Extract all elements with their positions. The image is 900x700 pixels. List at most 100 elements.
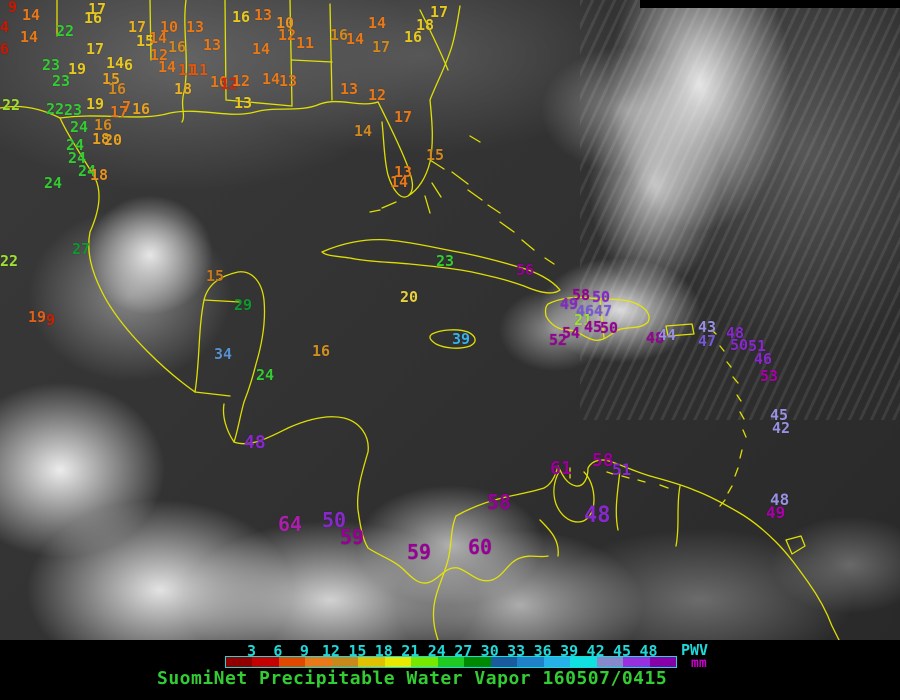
station-pwv-value: 42 xyxy=(772,419,791,437)
station-pwv-value: 24 xyxy=(256,366,275,384)
station-pwv-value: 14 xyxy=(390,173,409,191)
bahamas xyxy=(424,135,555,265)
colorbar-tick-label: 27 xyxy=(454,642,473,660)
pwv-label: PWV xyxy=(681,641,709,659)
station-pwv-value: 24 xyxy=(78,162,97,180)
station-pwv-value: 54 xyxy=(562,324,581,342)
coast-puerto-rico xyxy=(665,323,695,337)
colorbar-segment xyxy=(543,657,571,667)
colorbar-tick-label: 24 xyxy=(427,642,446,660)
station-pwv-value: 15 xyxy=(426,146,445,164)
coast-hispaniola xyxy=(544,296,650,341)
station-pwv-value: 17 xyxy=(88,0,107,18)
colorbar-segment xyxy=(305,657,332,667)
colorbar-segment xyxy=(226,657,253,667)
colorbar-segment xyxy=(490,657,518,667)
station-pwv-value: 24 xyxy=(66,136,85,154)
station-pwv-value: 9 xyxy=(46,311,56,329)
colorbar-tick-label: 42 xyxy=(586,642,605,660)
colorbar-tick-label: 33 xyxy=(507,642,526,660)
colorbar-segment xyxy=(252,657,279,667)
station-pwv-value: 56 xyxy=(516,261,535,279)
colorbar-segment xyxy=(596,657,624,667)
colorbar-tick-label: 45 xyxy=(613,642,632,660)
station-pwv-value: 39 xyxy=(452,330,471,348)
station-pwv-value: 6 xyxy=(0,40,10,58)
border-venezuela xyxy=(539,469,681,557)
coast-cuba xyxy=(321,238,561,294)
colorbar-tick-label: 39 xyxy=(560,642,579,660)
station-pwv-value: 23 xyxy=(64,101,83,119)
station-pwv-value: 24 xyxy=(68,149,87,167)
station-pwv-value: 22 xyxy=(2,96,21,114)
station-pwv-value: 46 xyxy=(576,302,595,320)
station-pwv-value: 58 xyxy=(572,286,591,304)
station-pwv-value: 11 xyxy=(296,34,315,52)
coast-trinidad xyxy=(785,535,806,555)
units-label: mm xyxy=(691,656,707,671)
station-pwv-value: 10 xyxy=(160,18,179,36)
station-pwv-value: 9 xyxy=(8,0,18,16)
station-pwv-value: 14 xyxy=(252,40,271,58)
station-pwv-value: 22 xyxy=(46,100,65,118)
station-pwv-value: 16 xyxy=(94,116,113,134)
station-pwv-value: 60 xyxy=(468,535,493,559)
colorbar-segment xyxy=(623,657,650,667)
coast-florida xyxy=(377,5,461,198)
station-pwv-value: 24 xyxy=(44,174,63,192)
station-pwv-value: 20 xyxy=(104,131,123,149)
station-pwv-value: 18 xyxy=(90,166,109,184)
station-pwv-value: 13 xyxy=(186,18,205,36)
coast-colombia-west xyxy=(432,515,457,640)
station-pwv-value: 14 xyxy=(354,122,373,140)
station-pwv-value: 51 xyxy=(748,337,767,355)
station-pwv-value: 29 xyxy=(234,296,253,314)
colorbar-tick-label: 36 xyxy=(533,642,552,660)
station-pwv-value: 16 xyxy=(84,9,103,27)
colorbar-tick-label: 15 xyxy=(348,642,367,660)
station-pwv-value: 17 xyxy=(128,18,147,36)
colorbar-segment xyxy=(331,657,359,667)
colorbar-tick-label: 6 xyxy=(273,642,283,660)
station-pwv-value: 12 xyxy=(232,72,251,90)
station-pwv-value: 22 xyxy=(56,22,75,40)
border-guatemala xyxy=(194,299,241,443)
border-states xyxy=(56,0,449,123)
station-pwv-value: 14 xyxy=(158,58,177,76)
station-pwv-value: 50 xyxy=(322,508,347,532)
colorbar-tick-label: 18 xyxy=(374,642,393,660)
station-pwv-value: 44 xyxy=(658,326,677,344)
station-pwv-value: 15 xyxy=(206,267,225,285)
station-pwv-value: 14 xyxy=(346,30,365,48)
station-pwv-value: 16 xyxy=(404,28,423,46)
colorbar-segment xyxy=(384,657,412,667)
station-pwv-value: 12 xyxy=(150,46,169,64)
station-pwv-value: 18 xyxy=(92,130,111,148)
station-pwv-value: 13 xyxy=(394,163,413,181)
station-pwv-value: 58 xyxy=(487,490,512,514)
station-pwv-value: 19 xyxy=(86,95,105,113)
lesser-antilles xyxy=(711,329,747,507)
station-pwv-value: 17 xyxy=(430,3,449,21)
colorbar-tick-label: 9 xyxy=(299,642,309,660)
image-edge-black-strip xyxy=(640,0,900,8)
station-pwv-value: 11 xyxy=(178,61,197,79)
coast-mexico xyxy=(59,117,196,393)
station-pwv-value: 50 xyxy=(600,319,619,337)
station-pwv-value: 18 xyxy=(174,80,193,98)
station-pwv-value: 58 xyxy=(592,450,614,471)
colorbar-tick-label: 3 xyxy=(246,642,256,660)
station-pwv-value: 18 xyxy=(416,16,435,34)
station-pwv-value: 14 xyxy=(20,28,39,46)
legend-strip: 3 6 9 12 15 18 21 24 27 30 33 36 39 42 45 48 PWV mm Suo… xyxy=(0,640,900,700)
station-pwv-value: 49 xyxy=(766,503,786,522)
station-pwv-value: 13 xyxy=(340,80,359,98)
colorbar-segment xyxy=(517,657,544,667)
station-pwv-value: 48 xyxy=(244,432,266,453)
colorbar-tick-label: 30 xyxy=(480,642,499,660)
station-pwv-value: 12 xyxy=(220,75,239,93)
station-pwv-value: 17 xyxy=(86,40,105,58)
station-pwv-value: 43 xyxy=(698,318,717,336)
station-pwv-value: 20 xyxy=(400,288,419,306)
station-pwv-value: 4 xyxy=(0,18,10,36)
